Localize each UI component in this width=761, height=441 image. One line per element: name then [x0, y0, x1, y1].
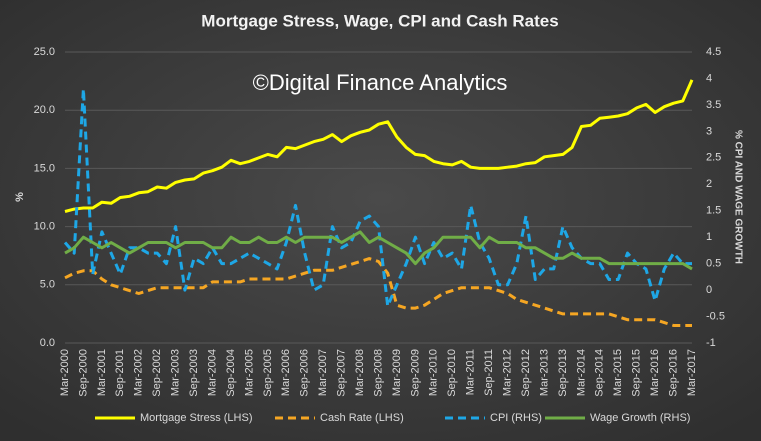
chart-title: Mortgage Stress, Wage, CPI and Cash Rate…: [201, 11, 558, 30]
y-tick-label: 20.0: [34, 104, 55, 116]
series-line: [63, 87, 692, 308]
legend-label: Cash Rate (LHS): [320, 412, 404, 424]
y-tick-label: 5.0: [40, 279, 55, 291]
series-line: [64, 79, 694, 213]
x-tick-label: Mar-2002: [133, 349, 145, 396]
legend-label: Wage Growth (RHS): [590, 412, 690, 424]
x-tick-label: Sep-2000: [77, 349, 89, 397]
y2-tick-label: 3.5: [706, 99, 721, 111]
x-tick-label: Sep-2009: [409, 349, 421, 397]
y2-tick-label: 4.5: [706, 46, 721, 58]
x-tick-label: Mar-2012: [501, 349, 513, 396]
x-tick-label: Mar-2013: [538, 349, 550, 396]
y2-tick-label: 3: [706, 125, 712, 137]
x-tick-label: Sep-2012: [520, 349, 532, 397]
x-tick-label: Mar-2015: [612, 349, 624, 396]
x-tick-label: Sep-2014: [594, 349, 606, 397]
x-tick-label: Mar-2001: [96, 349, 108, 396]
y2-tick-label: -0.5: [706, 310, 725, 322]
x-tick-label: Mar-2003: [170, 349, 182, 396]
x-tick-label: Mar-2009: [391, 349, 403, 396]
annotation: ©Digital Finance Analytics: [253, 70, 508, 95]
y2-tick-label: 4: [706, 72, 712, 84]
x-tick-label: Sep-2011: [483, 349, 495, 396]
y-tick-label: 0.0: [40, 337, 55, 349]
x-tick-label: Sep-2005: [262, 349, 274, 397]
x-tick-label: Mar-2007: [317, 349, 329, 396]
y2-tick-label: 1.5: [706, 205, 721, 217]
x-tick-label: Mar-2017: [686, 349, 698, 396]
legend-label: CPI (RHS): [490, 412, 542, 424]
x-tick-label: Mar-2016: [649, 349, 661, 396]
y2-tick-label: 2: [706, 178, 712, 190]
y-axis-label: %: [14, 192, 26, 202]
y-tick-label: 25.0: [34, 46, 55, 58]
x-tick-label: Sep-2002: [151, 349, 163, 397]
x-tick-label: Mar-2005: [243, 349, 255, 396]
x-tick-label: Sep-2003: [188, 349, 200, 397]
x-tick-label: Sep-2016: [667, 349, 679, 397]
y2-tick-label: 0.5: [706, 258, 721, 270]
x-tick-label: Mar-2010: [428, 349, 440, 396]
legend-label: Mortgage Stress (LHS): [140, 412, 252, 424]
y2-tick-label: 1: [706, 231, 712, 243]
y-tick-label: 15.0: [34, 162, 55, 174]
x-tick-label: Mar-2008: [354, 349, 366, 396]
y2-tick-label: -1: [706, 337, 716, 349]
x-tick-label: Sep-2010: [446, 349, 458, 397]
y2-tick-label: 0: [706, 284, 712, 296]
x-tick-label: Mar-2006: [280, 349, 292, 396]
x-tick-label: Mar-2011: [465, 349, 477, 395]
x-tick-label: Sep-2013: [557, 349, 569, 397]
y2-tick-label: 2.5: [706, 152, 721, 164]
y-tick-label: 10.0: [34, 221, 55, 233]
x-tick-label: Mar-2004: [206, 349, 218, 396]
series-line: [64, 257, 692, 327]
x-tick-label: Sep-2015: [631, 349, 643, 397]
x-tick-label: Mar-2014: [575, 349, 587, 396]
x-tick-label: Sep-2008: [372, 349, 384, 397]
x-tick-label: Sep-2004: [225, 349, 237, 397]
x-tick-label: Sep-2001: [114, 349, 126, 397]
x-tick-label: Sep-2006: [299, 349, 311, 397]
x-tick-label: Sep-2007: [336, 349, 348, 397]
y2-axis-label: % CPI AND WAGE GROWTH: [732, 130, 743, 264]
x-tick-label: Mar-2000: [59, 349, 71, 396]
series-line: [64, 230, 693, 271]
